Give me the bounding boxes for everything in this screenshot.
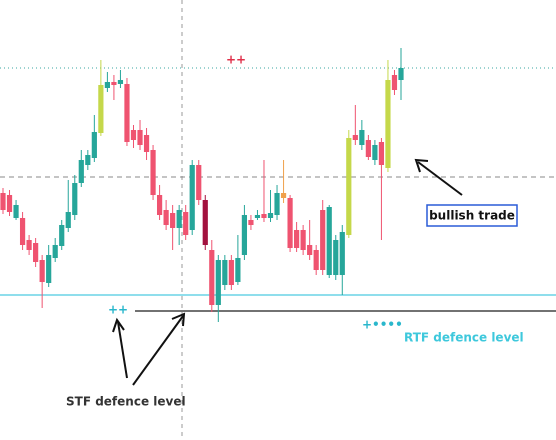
annotation-box [426, 204, 518, 227]
candle-body [228, 260, 234, 285]
candle-body [65, 212, 71, 228]
arrows [112, 158, 463, 386]
candle-body [267, 213, 274, 218]
candle-body [235, 258, 241, 282]
candle-body [104, 82, 110, 88]
candle-body [156, 195, 163, 215]
candle-body [254, 215, 261, 218]
arrow [117, 321, 128, 379]
candle-body [372, 145, 378, 160]
candle-body [59, 225, 65, 246]
marker: ++ [108, 303, 128, 317]
candle-body [359, 130, 365, 145]
candle-body [313, 250, 319, 270]
arrow-head [414, 158, 429, 173]
candle-body [294, 230, 300, 248]
marker: +•••• [362, 318, 403, 332]
candle-body [352, 135, 358, 140]
candle-body [0, 193, 6, 210]
candle-body [170, 213, 176, 228]
candle-body [248, 220, 254, 225]
candle-body [183, 212, 189, 235]
candle-body [209, 250, 215, 305]
candle-body [130, 130, 137, 140]
candle-body [215, 260, 221, 305]
candle-body [391, 75, 398, 90]
candle-body [196, 165, 202, 200]
arrow [417, 161, 463, 196]
annotation: RTF defence level [404, 331, 524, 345]
candle-body [378, 142, 385, 165]
candle-body [150, 150, 156, 195]
candle-body [287, 198, 293, 248]
candle-body [365, 140, 371, 157]
candle-body [176, 210, 182, 228]
candle-body [261, 214, 267, 218]
candle-body [398, 68, 404, 80]
candle-body [6, 195, 13, 212]
candle-body [189, 165, 195, 230]
candle-body [72, 183, 78, 215]
annotation: bullish trade [429, 209, 515, 223]
candle-body [333, 240, 339, 275]
candle-body [163, 210, 169, 225]
candle-body [137, 130, 143, 145]
candle-body [339, 232, 345, 275]
candle-body [346, 138, 352, 235]
candle-body [85, 155, 91, 165]
arrow-head [171, 312, 186, 327]
candle-body [300, 230, 306, 250]
candle-body [33, 243, 39, 262]
marker: ++ [226, 53, 246, 67]
candle-body [52, 245, 58, 258]
candle-body [274, 193, 280, 215]
candle-body [46, 255, 52, 283]
annotation: STF defence level [66, 395, 186, 409]
candle-body [78, 160, 84, 183]
candle-body [124, 84, 130, 142]
candles [0, 48, 404, 322]
candle-body [117, 80, 124, 84]
candle-body [385, 80, 391, 168]
candle-body [98, 85, 104, 133]
candle-body [202, 200, 208, 245]
candle-body [241, 215, 248, 255]
candle-body [111, 82, 117, 85]
candle-body [280, 193, 287, 198]
arrow [132, 315, 184, 386]
candle-body [143, 135, 150, 152]
arrow-head [112, 317, 125, 333]
candle-body [320, 210, 326, 270]
candle-body [39, 260, 45, 282]
candle-body [13, 205, 19, 218]
candle-body [19, 218, 26, 245]
candle-body [91, 132, 97, 158]
candle-body [307, 245, 313, 255]
candle-body [222, 260, 228, 285]
candle-body [26, 240, 32, 250]
candle-body [326, 207, 332, 275]
